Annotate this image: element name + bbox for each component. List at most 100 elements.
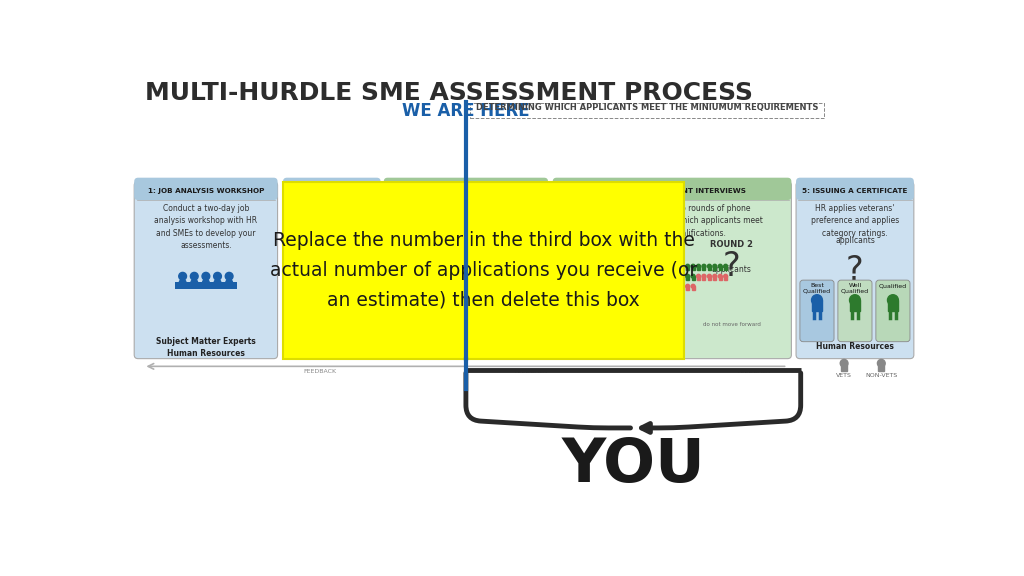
- Circle shape: [190, 272, 198, 280]
- Text: FEEDBACK: FEEDBACK: [737, 369, 771, 374]
- FancyBboxPatch shape: [134, 177, 278, 200]
- Bar: [175, 282, 237, 289]
- Ellipse shape: [190, 279, 198, 287]
- Text: applicants: applicants: [446, 283, 485, 292]
- Bar: [697, 276, 700, 280]
- Text: ?: ?: [846, 254, 864, 287]
- Ellipse shape: [203, 279, 209, 287]
- Circle shape: [675, 264, 679, 268]
- Bar: [697, 266, 700, 270]
- Text: DETERMINING WHICH APPLICANTS MEET THE MINIUMUM REQUIREMENTS: DETERMINING WHICH APPLICANTS MEET THE MI…: [476, 103, 818, 112]
- Text: Subject Matter Experts
Human Resources: Subject Matter Experts Human Resources: [156, 337, 256, 358]
- Circle shape: [675, 285, 679, 288]
- Bar: [841, 363, 847, 371]
- Circle shape: [179, 272, 186, 280]
- FancyBboxPatch shape: [553, 181, 792, 359]
- Circle shape: [702, 274, 706, 278]
- Circle shape: [713, 274, 717, 278]
- FancyBboxPatch shape: [553, 177, 792, 200]
- Circle shape: [702, 264, 706, 268]
- Bar: [724, 276, 727, 280]
- Circle shape: [680, 285, 684, 288]
- Bar: [724, 266, 727, 270]
- Bar: [719, 266, 722, 270]
- Circle shape: [696, 274, 700, 278]
- Text: <fill this in>: <fill this in>: [429, 263, 503, 276]
- Text: 5: ISSUING A CERTIFICATE: 5: ISSUING A CERTIFICATE: [802, 188, 907, 194]
- Text: HR applies veterans'
preference and applies
category ratings.: HR applies veterans' preference and appl…: [811, 204, 899, 238]
- Bar: [681, 276, 684, 280]
- Text: NON-VETS: NON-VETS: [865, 373, 897, 378]
- Circle shape: [680, 274, 684, 278]
- Text: Replace the number in the third box with the
actual number of applications you r: Replace the number in the third box with…: [270, 231, 697, 309]
- Text: Conduct a two-day job
analysis workshop with HR
and SMEs to develop your
assessm: Conduct a two-day job analysis workshop …: [155, 204, 257, 251]
- FancyBboxPatch shape: [800, 280, 834, 342]
- Circle shape: [686, 264, 689, 268]
- FancyBboxPatch shape: [384, 177, 548, 200]
- Bar: [879, 363, 885, 371]
- Circle shape: [686, 274, 689, 278]
- Text: Experts: Experts: [559, 343, 592, 353]
- Text: Best
Qualified: Best Qualified: [803, 283, 831, 294]
- Text: 4: PHONE ASSESSMENT INTERVIEWS: 4: PHONE ASSESSMENT INTERVIEWS: [598, 188, 746, 194]
- Bar: [681, 266, 684, 270]
- Bar: [702, 266, 706, 270]
- Text: FEEDBACK: FEEDBACK: [514, 369, 548, 374]
- Circle shape: [214, 272, 221, 280]
- Bar: [686, 286, 689, 290]
- Text: Post an accurate and
compelling job
announcement to attract
the most qualified
a: Post an accurate and compelling job anno…: [284, 204, 380, 263]
- FancyBboxPatch shape: [796, 181, 913, 359]
- Bar: [420, 258, 512, 281]
- Circle shape: [724, 264, 728, 268]
- Bar: [691, 286, 694, 290]
- Bar: [675, 286, 678, 290]
- Text: 1: JOB ANALYSIS WORKSHOP: 1: JOB ANALYSIS WORKSHOP: [147, 188, 264, 194]
- Ellipse shape: [214, 279, 221, 287]
- Text: 3: RESUME REVIEW: 3: RESUME REVIEW: [427, 188, 505, 194]
- Circle shape: [878, 359, 885, 367]
- Circle shape: [225, 272, 233, 280]
- Text: Two SMEs review each resume
against the core competencies
and proficiencies.: Two SMEs review each resume against the …: [407, 204, 525, 238]
- Text: FEEDBACK: FEEDBACK: [304, 369, 337, 374]
- Bar: [686, 266, 689, 270]
- Circle shape: [841, 359, 848, 367]
- Circle shape: [888, 295, 898, 305]
- Circle shape: [691, 285, 695, 288]
- Text: ROUND 2: ROUND 2: [711, 240, 754, 249]
- Ellipse shape: [225, 279, 232, 287]
- Circle shape: [718, 264, 722, 268]
- Bar: [708, 276, 711, 280]
- Text: ?: ?: [723, 250, 740, 283]
- Bar: [686, 276, 689, 280]
- FancyBboxPatch shape: [384, 181, 548, 359]
- Text: YOU: YOU: [561, 435, 706, 495]
- Circle shape: [696, 264, 700, 268]
- FancyBboxPatch shape: [283, 181, 381, 359]
- Bar: [691, 276, 694, 280]
- Bar: [714, 276, 717, 280]
- Circle shape: [812, 295, 822, 305]
- FancyBboxPatch shape: [134, 181, 278, 359]
- Bar: [681, 286, 684, 290]
- Bar: [283, 181, 684, 359]
- FancyBboxPatch shape: [796, 177, 913, 200]
- Bar: [888, 300, 898, 311]
- Text: SMEs conduct up to two rounds of phone
interviews to determine which applicants : SMEs conduct up to two rounds of phone i…: [582, 204, 763, 238]
- Bar: [812, 300, 821, 311]
- Circle shape: [202, 272, 210, 280]
- Bar: [691, 266, 694, 270]
- Bar: [708, 266, 711, 270]
- FancyBboxPatch shape: [838, 280, 872, 342]
- Bar: [702, 276, 706, 280]
- FancyBboxPatch shape: [876, 280, 910, 342]
- Text: do not move forward: do not move forward: [702, 321, 761, 327]
- Text: Human Resources: Human Resources: [816, 342, 894, 351]
- Bar: [850, 300, 859, 311]
- Circle shape: [708, 264, 712, 268]
- Ellipse shape: [179, 279, 186, 287]
- Bar: [714, 266, 717, 270]
- FancyBboxPatch shape: [283, 177, 381, 200]
- Text: ?: ?: [603, 250, 622, 283]
- Circle shape: [724, 274, 728, 278]
- Circle shape: [713, 264, 717, 268]
